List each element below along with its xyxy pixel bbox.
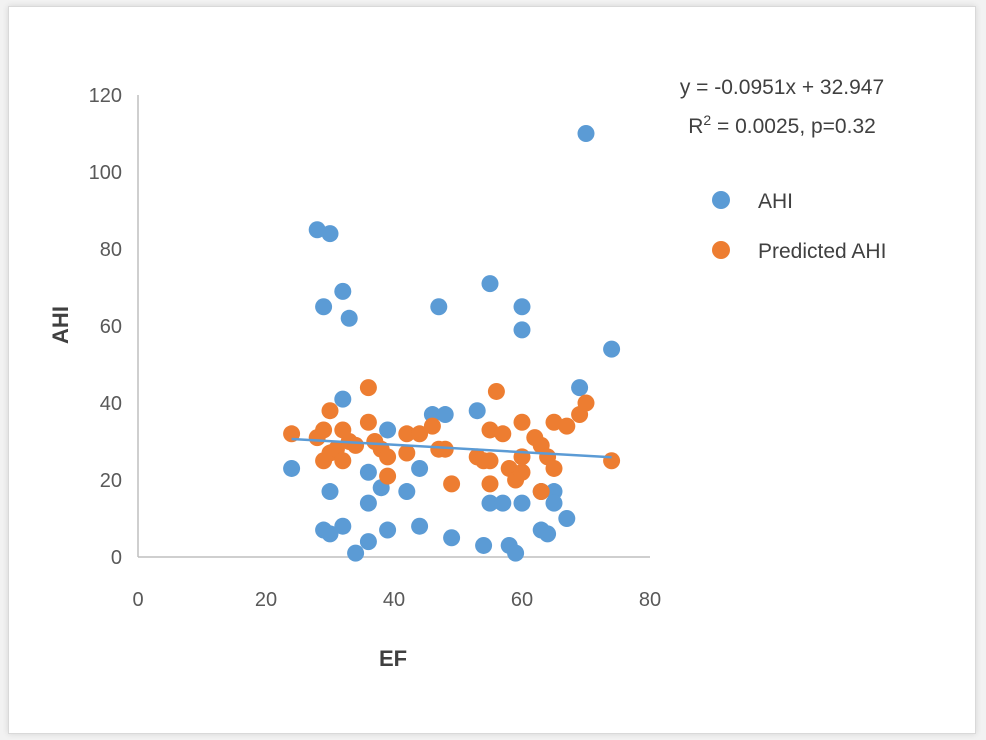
data-point	[577, 394, 595, 412]
data-point	[603, 452, 621, 470]
trendline-layer	[291, 437, 612, 459]
data-point	[430, 298, 448, 316]
data-point	[539, 525, 557, 543]
data-point	[359, 463, 377, 481]
y-tick-label: 80	[100, 239, 122, 261]
data-point	[398, 444, 416, 462]
data-point	[558, 417, 576, 435]
data-point	[315, 421, 333, 439]
data-point	[321, 402, 339, 420]
y-tick-label: 60	[100, 316, 122, 338]
r2-label: R	[688, 115, 703, 138]
data-point	[513, 463, 531, 481]
data-point	[411, 517, 429, 535]
y-tick-label: 40	[100, 393, 122, 415]
y-tick-label: 100	[89, 162, 122, 184]
y-axis-title: AHI	[48, 306, 73, 344]
data-point	[513, 298, 531, 316]
data-point	[308, 221, 326, 239]
data-point	[436, 406, 454, 424]
y-tick-labels: 0 20 40 60 80 100 120	[89, 85, 122, 569]
x-axis-title: EF	[379, 646, 407, 671]
data-point	[359, 533, 377, 551]
r2-value: = 0.0025, p=0.32	[711, 115, 876, 138]
data-point	[334, 452, 352, 470]
data-point	[334, 282, 352, 300]
data-point	[481, 421, 499, 439]
data-point	[603, 340, 621, 358]
data-point	[494, 494, 512, 512]
data-point	[379, 448, 397, 466]
data-point	[398, 425, 416, 443]
data-point	[475, 536, 493, 554]
data-point	[411, 459, 429, 477]
data-point	[379, 521, 397, 539]
x-tick-label: 40	[383, 589, 405, 611]
data-point	[423, 417, 441, 435]
data-point	[379, 467, 397, 485]
data-point	[334, 517, 352, 535]
data-point	[481, 452, 499, 470]
chart-frame	[8, 6, 976, 734]
data-point	[532, 483, 550, 501]
data-point	[545, 494, 563, 512]
data-point	[443, 475, 461, 493]
data-point	[571, 379, 589, 397]
data-point	[379, 421, 397, 439]
data-point	[481, 494, 499, 512]
data-point	[359, 494, 377, 512]
data-point	[340, 309, 358, 327]
data-point	[481, 275, 499, 293]
data-point	[334, 390, 352, 408]
data-point	[545, 459, 563, 477]
legend-marker	[712, 241, 730, 259]
data-point	[359, 413, 377, 431]
data-point	[283, 459, 301, 477]
legend-label: AHI	[758, 190, 793, 213]
data-point	[347, 436, 365, 454]
data-point	[558, 510, 576, 527]
legend: AHI Predicted AHI	[712, 190, 886, 263]
trendline	[291, 437, 612, 459]
x-tick-label: 20	[255, 589, 277, 611]
data-point	[513, 321, 531, 339]
data-point	[321, 225, 339, 243]
series-ahi	[283, 125, 621, 562]
data-point	[487, 382, 505, 400]
regression-equation: y = -0.0951x + 32.947	[680, 76, 884, 99]
data-point	[443, 529, 461, 547]
x-tick-label: 80	[639, 589, 661, 611]
r2-superscript: 2	[703, 112, 711, 128]
data-point	[347, 544, 365, 562]
legend-marker	[712, 191, 730, 209]
data-point	[359, 379, 377, 397]
data-point	[436, 440, 454, 458]
data-point	[513, 494, 531, 512]
legend-label: Predicted AHI	[758, 240, 886, 263]
series-predicted-ahi	[283, 379, 621, 501]
data-point	[321, 525, 339, 543]
series-layer	[283, 125, 621, 562]
axes	[137, 95, 650, 558]
data-point	[577, 125, 595, 142]
x-tick-label: 60	[511, 589, 533, 611]
regression-stats: R2 = 0.0025, p=0.32	[688, 112, 876, 138]
data-point	[481, 475, 499, 493]
y-tick-label: 120	[89, 85, 122, 107]
data-point	[507, 544, 525, 562]
x-tick-label: 0	[132, 589, 143, 611]
data-point	[468, 402, 486, 420]
y-tick-label: 20	[100, 470, 122, 492]
data-point	[513, 413, 531, 431]
data-point	[545, 413, 563, 431]
data-point	[321, 483, 339, 501]
data-point	[411, 425, 429, 443]
data-point	[398, 483, 416, 501]
y-tick-label: 0	[111, 547, 122, 569]
data-point	[315, 298, 333, 316]
x-tick-labels: 0 20 40 60 80	[132, 589, 661, 611]
data-point	[494, 425, 512, 443]
